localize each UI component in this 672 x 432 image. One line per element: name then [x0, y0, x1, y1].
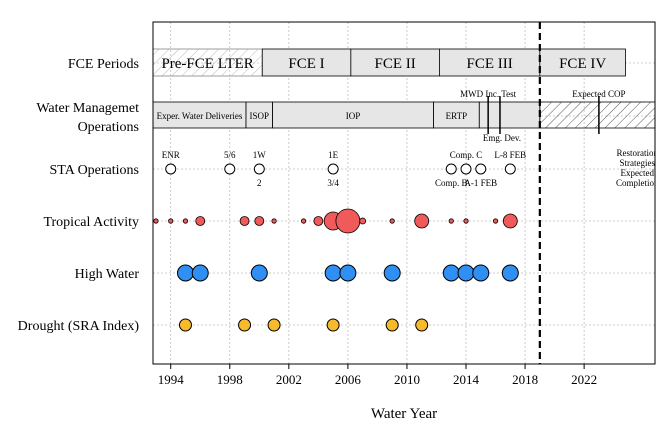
fce-period-label: FCE I — [288, 56, 324, 72]
water-marker-label: Emg. Dev. — [483, 133, 521, 143]
x-axis: 1994 1998 2002 2006 2010 2014 2018 2022 — [158, 364, 597, 387]
row-label-drought: Drought (SRA Index) — [18, 319, 140, 334]
drought-marker — [267, 318, 281, 332]
sta-operation-marker — [165, 163, 177, 175]
row-label-high-water: High Water — [75, 267, 140, 282]
x-tick-label: 2018 — [512, 372, 538, 387]
fce-period-bar — [539, 48, 626, 77]
water-operation-bar — [245, 101, 273, 129]
drought-marker — [238, 318, 252, 332]
x-tick-label: 2006 — [335, 372, 362, 387]
tropical-activity-marker — [463, 218, 469, 224]
fce-period-label: FCE IV — [559, 56, 606, 72]
fce-period-bar — [439, 48, 541, 77]
drought-marker — [415, 318, 429, 332]
sta-operation-marker — [327, 163, 339, 175]
water-operation-label: IOP — [346, 111, 361, 121]
water-operation-label: Exper. Water Deliveries — [157, 111, 243, 121]
high-water-marker — [250, 264, 268, 282]
sta-label-below: 3/4 — [327, 178, 339, 188]
fce-period-bar — [153, 48, 263, 77]
tropical-activity-marker — [414, 213, 430, 229]
tropical-activity-marker — [153, 218, 159, 224]
plot-frame — [152, 21, 656, 365]
sta-label-below: 2 — [257, 178, 262, 188]
row-label-fce-periods: FCE Periods — [68, 57, 139, 72]
high-water-marker — [442, 264, 460, 282]
high-water-marker — [324, 264, 342, 282]
x-tick-label: 2010 — [394, 372, 420, 387]
tropical-activity-marker — [448, 218, 454, 224]
row-label-water-management: Water Managemet — [36, 101, 139, 116]
water-operation-bar — [272, 101, 434, 129]
high-water-marker — [501, 264, 519, 282]
water-marker-label: Expected COP — [572, 89, 625, 99]
sta-label-below: Comp. B — [435, 178, 468, 188]
sta-label-above: Comp. C — [450, 150, 483, 160]
water-marker-label: MWD Inc. Test — [460, 89, 516, 99]
tropical-activity-marker — [195, 216, 206, 226]
sta-label-above: 1W — [253, 150, 267, 160]
sta-operation-marker — [224, 163, 236, 175]
drought-marker — [326, 318, 340, 332]
tropical-activity-marker — [254, 216, 265, 226]
sta-note-line: Restoration — [617, 148, 659, 158]
water-operation-label: ISOP — [250, 111, 270, 121]
x-tick-label: 2022 — [571, 372, 597, 387]
water-operation-bar — [433, 101, 480, 129]
row-label-tropical-activity: Tropical Activity — [43, 215, 139, 230]
water-operation-bar — [153, 101, 247, 129]
x-tick-label: 2014 — [453, 372, 480, 387]
sta-note-line: Expected — [621, 168, 655, 178]
sta-note-line: Completion — [616, 178, 659, 188]
tropical-activity-marker — [313, 216, 324, 226]
grid-lines — [153, 22, 655, 364]
sta-operation-marker — [460, 163, 472, 175]
high-water-marker — [383, 264, 401, 282]
x-tick-label: 1998 — [217, 372, 243, 387]
sta-label-above: ENR — [162, 150, 180, 160]
fce-period-label: FCE III — [467, 56, 513, 72]
sta-label-below: A-1 FEB — [464, 178, 497, 188]
x-axis-label: Water Year — [371, 406, 437, 422]
water-operation-bar — [539, 101, 655, 129]
tropical-activity-marker — [271, 218, 277, 224]
high-water-marker — [176, 264, 194, 282]
high-water-marker — [191, 264, 209, 282]
tropical-activity-marker — [359, 217, 367, 225]
fce-period-label: Pre-FCE LTER — [161, 56, 253, 72]
tropical-activity-marker — [182, 218, 189, 224]
high-water-marker — [339, 264, 357, 282]
high-water-marker — [472, 264, 490, 282]
sta-note-line: Strategies — [620, 158, 656, 168]
tropical-activity-marker — [300, 218, 307, 224]
tropical-activity-marker — [502, 213, 518, 229]
tropical-activity-marker — [335, 208, 361, 234]
tropical-activity-marker — [492, 218, 499, 224]
high-water-marker — [457, 264, 475, 282]
x-tick-label: 2002 — [276, 372, 302, 387]
water-operation-bar — [478, 101, 541, 129]
row-label-water-management-2: Operations — [78, 120, 139, 135]
tropical-activity-marker — [389, 218, 395, 224]
sta-label-above: 1E — [328, 150, 339, 160]
sta-operation-marker — [253, 163, 265, 175]
row-label-sta-operations: STA Operations — [50, 163, 139, 178]
sta-label-above: 5/6 — [224, 150, 236, 160]
fce-period-label: FCE II — [375, 56, 416, 72]
drought-marker — [385, 318, 399, 332]
row-labels: FCE Periods Water Managemet Operations STA … — [18, 57, 140, 334]
water-operation-label: ERTP — [446, 111, 467, 121]
tropical-activity-marker — [239, 216, 250, 226]
sta-operation-marker — [445, 163, 457, 175]
sta-label-above: L-8 FEB — [494, 150, 526, 160]
sta-operation-marker — [504, 163, 516, 175]
sta-operation-marker — [475, 163, 487, 175]
tropical-activity-marker — [168, 218, 174, 224]
plot-content: Pre-FCE LTER FCE I FCE II FCE III FCE IV Expe… — [153, 48, 659, 332]
x-tick-label: 1994 — [158, 372, 185, 387]
drought-marker — [178, 318, 192, 332]
